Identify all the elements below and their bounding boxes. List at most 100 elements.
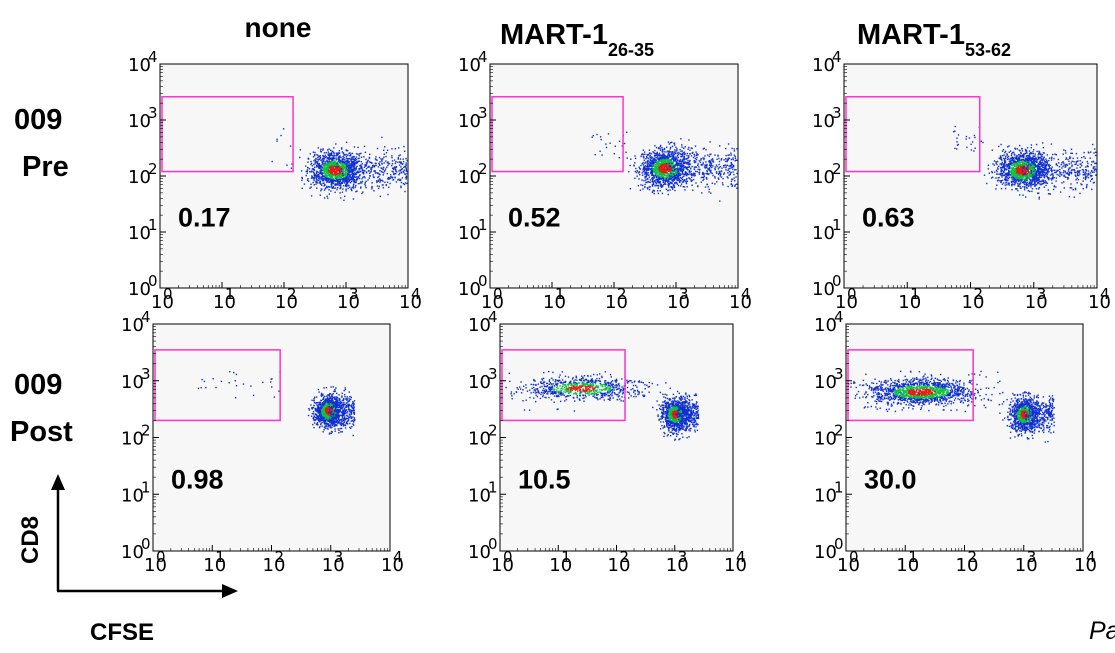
event-point bbox=[388, 162, 391, 165]
event-point bbox=[1000, 156, 1002, 158]
event-point bbox=[1052, 173, 1054, 175]
event-point bbox=[406, 170, 408, 173]
event-point bbox=[694, 174, 696, 177]
event-point bbox=[340, 178, 343, 181]
event-point bbox=[658, 154, 660, 156]
event-point bbox=[1027, 164, 1029, 166]
event-point bbox=[714, 175, 716, 178]
event-point bbox=[345, 154, 347, 156]
event-point bbox=[350, 171, 352, 173]
event-point bbox=[724, 164, 726, 166]
event-point bbox=[1005, 179, 1007, 181]
event-point bbox=[341, 148, 343, 150]
event-point bbox=[393, 172, 395, 175]
event-point bbox=[1005, 176, 1008, 178]
event-point bbox=[365, 186, 367, 189]
event-point bbox=[355, 161, 357, 163]
event-point bbox=[1048, 157, 1051, 159]
event-point bbox=[324, 174, 326, 176]
event-point bbox=[320, 171, 322, 173]
event-point bbox=[673, 176, 676, 178]
event-point bbox=[391, 160, 394, 162]
column-header-subscript: 53-62 bbox=[965, 40, 1011, 60]
event-point bbox=[341, 191, 344, 193]
event-point bbox=[701, 164, 703, 166]
event-point bbox=[680, 166, 683, 168]
event-point bbox=[356, 165, 358, 167]
event-point bbox=[683, 174, 685, 176]
event-point bbox=[318, 182, 320, 184]
event-point bbox=[344, 166, 347, 168]
event-point bbox=[369, 161, 372, 164]
event-point bbox=[685, 162, 687, 164]
event-point bbox=[699, 161, 702, 163]
event-point bbox=[395, 161, 397, 163]
event-point bbox=[358, 160, 360, 162]
event-point bbox=[672, 188, 674, 190]
event-point bbox=[379, 170, 381, 172]
event-point bbox=[726, 164, 728, 166]
event-point bbox=[351, 156, 353, 158]
event-point bbox=[651, 178, 653, 180]
event-point bbox=[649, 186, 651, 188]
event-point bbox=[1035, 184, 1037, 186]
event-point bbox=[706, 183, 708, 186]
event-point bbox=[648, 163, 651, 166]
event-point bbox=[700, 163, 702, 166]
event-point bbox=[335, 162, 337, 164]
event-point bbox=[1000, 169, 1002, 172]
event-point bbox=[306, 170, 308, 172]
event-point bbox=[317, 163, 319, 165]
event-point bbox=[1021, 154, 1024, 156]
event-point bbox=[388, 178, 390, 180]
event-point bbox=[322, 169, 324, 172]
event-point bbox=[671, 164, 673, 167]
event-point bbox=[359, 171, 361, 173]
event-point bbox=[1046, 176, 1049, 179]
event-point bbox=[326, 170, 328, 172]
event-point bbox=[1064, 171, 1066, 173]
event-point bbox=[348, 162, 350, 164]
event-point bbox=[683, 159, 685, 161]
event-point bbox=[679, 161, 681, 163]
event-point bbox=[592, 134, 594, 137]
figure-headers: none MART-126-35 MART-153-62 009 Pre 009… bbox=[10, 12, 1115, 646]
event-point bbox=[731, 166, 734, 168]
y-tick-label: 10 bbox=[458, 223, 481, 244]
event-point bbox=[357, 177, 359, 180]
event-point bbox=[653, 192, 655, 195]
event-point bbox=[671, 172, 673, 174]
event-point bbox=[406, 182, 408, 185]
event-point bbox=[1021, 158, 1023, 161]
event-point bbox=[1004, 161, 1007, 164]
event-point bbox=[325, 173, 327, 175]
event-point bbox=[334, 180, 337, 182]
event-point bbox=[351, 176, 353, 178]
event-point bbox=[1017, 172, 1019, 174]
event-point bbox=[360, 156, 363, 158]
event-point bbox=[1004, 151, 1006, 154]
event-point bbox=[651, 191, 654, 193]
event-point bbox=[349, 178, 351, 181]
event-point bbox=[716, 165, 718, 168]
event-point bbox=[706, 170, 708, 172]
event-point bbox=[376, 185, 379, 187]
event-point bbox=[679, 148, 681, 151]
event-point bbox=[667, 162, 669, 164]
event-point bbox=[675, 156, 677, 158]
event-point bbox=[646, 156, 648, 159]
event-point bbox=[352, 198, 355, 200]
event-point bbox=[352, 175, 354, 177]
event-point bbox=[687, 162, 689, 164]
event-point bbox=[363, 145, 366, 148]
event-point bbox=[670, 186, 672, 188]
event-point bbox=[663, 156, 665, 158]
event-point bbox=[1045, 171, 1048, 173]
event-point bbox=[723, 173, 725, 175]
event-point bbox=[697, 168, 699, 171]
event-point bbox=[338, 159, 340, 161]
event-point bbox=[405, 169, 407, 171]
event-point bbox=[347, 160, 349, 162]
